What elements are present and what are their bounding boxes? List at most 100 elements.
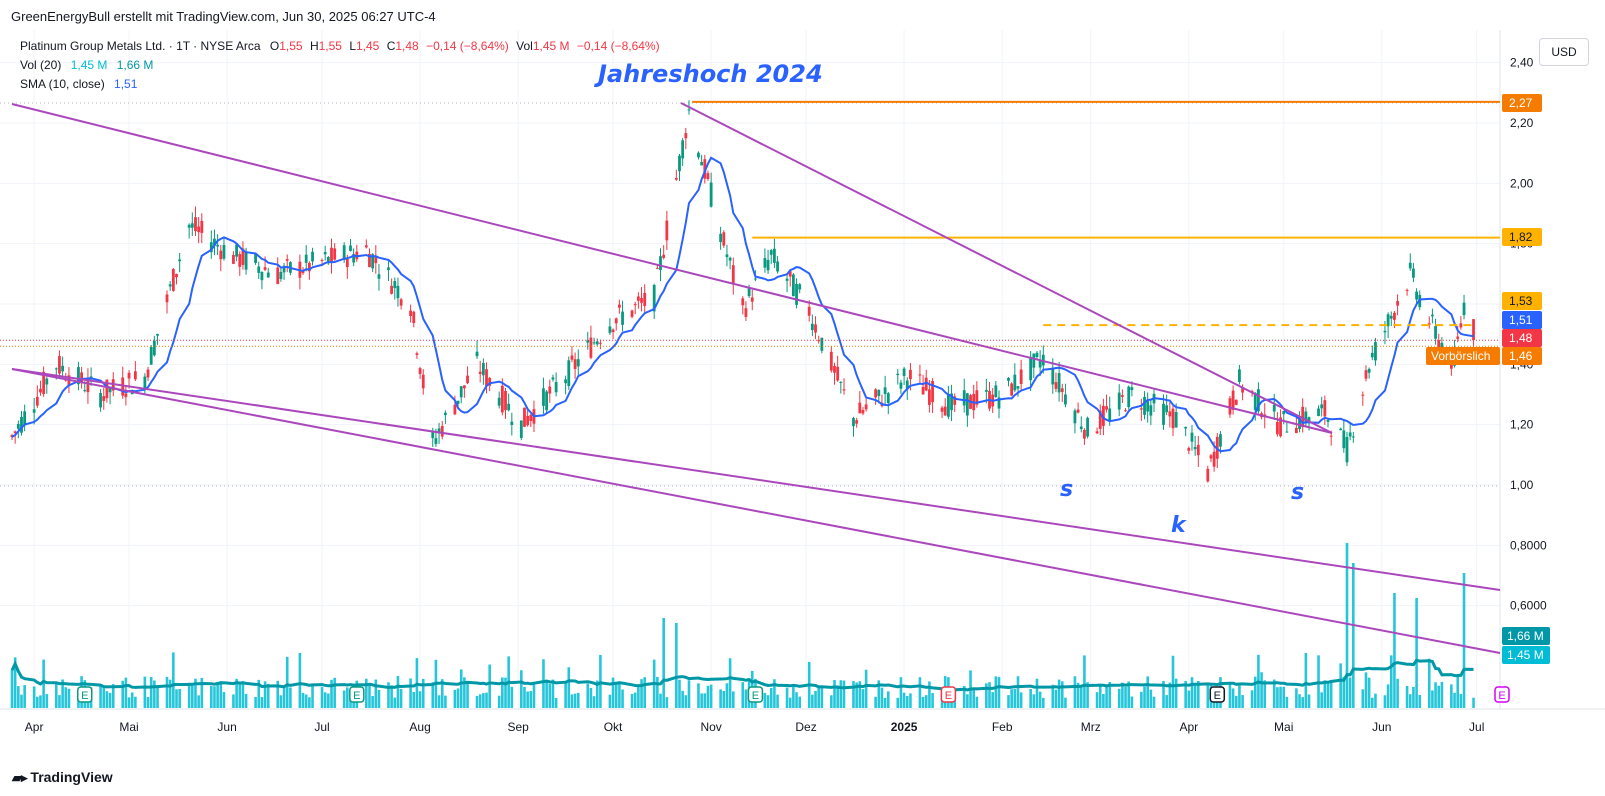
volume-bar (899, 677, 903, 708)
volume-bar (542, 659, 545, 708)
volume-axis-badge (1502, 627, 1550, 645)
candle-body (1307, 417, 1311, 423)
volume-bar (883, 697, 887, 708)
volume-bar (1367, 677, 1371, 708)
candle-body (1064, 394, 1067, 405)
candle-body (320, 259, 324, 261)
earnings-marker-box (77, 686, 93, 703)
volume-bar (311, 684, 314, 708)
volume-bar (858, 681, 862, 708)
candle-body (209, 242, 213, 253)
volume-bar (1282, 686, 1286, 708)
volume-bar (709, 684, 713, 708)
candle-body (1326, 419, 1330, 422)
volume-bar (731, 691, 735, 708)
volume-bar (456, 688, 460, 708)
volume-bar (529, 691, 533, 708)
currency-button[interactable]: USD (1539, 38, 1589, 66)
earnings-marker-box (1209, 686, 1226, 703)
volume-bar (798, 696, 802, 708)
candle-body (874, 389, 878, 398)
candle-body (1323, 400, 1327, 417)
candle-body (1206, 468, 1210, 482)
volume-bar (1342, 676, 1346, 708)
candle-body (121, 377, 125, 396)
earnings-marker-box (349, 686, 365, 703)
volume-bar (200, 677, 204, 708)
volume-bar (1415, 598, 1418, 708)
volume-bar (459, 669, 463, 708)
volume-bar (719, 689, 722, 708)
volume-bar (1405, 685, 1409, 708)
volume-bar (637, 686, 640, 708)
volume-bar (523, 686, 526, 708)
volume-bar (1152, 696, 1156, 708)
candle-body (374, 256, 378, 264)
candle-body (1383, 330, 1387, 333)
ohlc-high: 1,55 (318, 39, 342, 53)
volume-bar (444, 695, 447, 708)
volume-bar (997, 676, 1001, 708)
candle-body (1342, 430, 1346, 449)
x-tick-label: Mai (119, 720, 138, 734)
candle-body (1386, 314, 1390, 327)
legend-row-sma[interactable]: SMA (10, close) 1,51 (20, 77, 137, 91)
candle-body (266, 272, 270, 278)
volume-bar (921, 696, 925, 708)
sma-line (11, 156, 1474, 453)
volume-bar (725, 683, 729, 708)
candle-body (924, 377, 928, 391)
volume-bar (1035, 678, 1039, 708)
volume-bar (327, 693, 330, 708)
candle-body (1320, 404, 1324, 409)
tradingview-logo[interactable]: ▰▸ TradingView (12, 769, 113, 786)
earnings-marker: E (77, 686, 93, 703)
price-axis-badge-label: 1,51 (1509, 313, 1533, 327)
volume-bar (675, 623, 678, 708)
volume-bar (266, 683, 270, 708)
candle-body (519, 420, 523, 439)
volume-bar (1197, 681, 1200, 708)
volume-bar (874, 696, 877, 708)
volume-bar (1260, 672, 1263, 708)
volume-bar (1279, 686, 1282, 708)
volume-bar (1060, 681, 1064, 708)
candle-body (156, 333, 159, 336)
volume-bar (488, 664, 491, 708)
earnings-marker: E (747, 686, 764, 703)
x-tick-label: Mrz (1081, 720, 1101, 734)
candle-body (772, 248, 776, 263)
volume-bar (1408, 694, 1412, 708)
volume-bar (618, 681, 621, 708)
candle-body (415, 353, 419, 356)
volume-bar (1098, 684, 1102, 708)
candle-body (431, 432, 435, 439)
candle-body (364, 245, 368, 248)
candle-body (102, 396, 106, 401)
volume-bar (1038, 691, 1042, 708)
candle-body (222, 244, 226, 259)
volume-bar (194, 678, 197, 708)
candle-body (595, 341, 599, 345)
volume-bar (1323, 680, 1327, 708)
legend-row-volume[interactable]: Vol (20) 1,45 M 1,66 M (20, 58, 153, 72)
volume-axis-badge-label: 1,45 M (1507, 648, 1544, 662)
volume-bar (1459, 694, 1463, 708)
volume-bar (1073, 676, 1077, 708)
candle-body (909, 369, 912, 380)
legend-row-symbol[interactable]: Platinum Group Metals Ltd. · 1T · NYSE A… (20, 39, 660, 53)
volume-bar (1165, 695, 1168, 708)
candle-body (371, 254, 375, 269)
candle-body (1086, 417, 1089, 437)
volume-bar (191, 684, 194, 708)
volume-bar (1393, 593, 1396, 708)
candle-body (614, 318, 618, 324)
volume-bar (1174, 678, 1178, 708)
volume-bar (1079, 686, 1083, 708)
volume-bar (289, 687, 292, 708)
volume-bar (880, 687, 884, 708)
candle-body (510, 421, 514, 425)
volume-bar (124, 677, 128, 708)
volume-bar (1146, 676, 1149, 708)
